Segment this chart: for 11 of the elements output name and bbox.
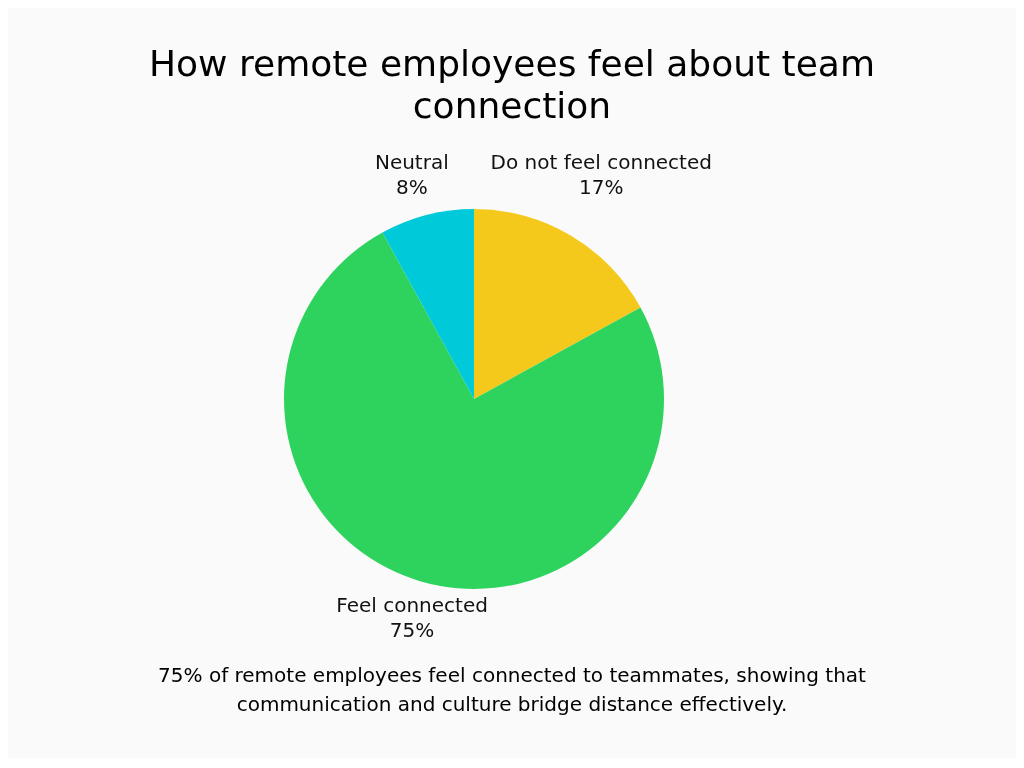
- slice-label: Do not feel connected: [490, 150, 712, 174]
- text: 75% of remote employees feel connected to teammates, showing that communication and culture bridge distance effectively.: [158, 663, 867, 716]
- pie-slice: [474, 209, 641, 399]
- data-label: 8%: [395, 175, 428, 199]
- pie-slice: [284, 232, 664, 589]
- pie-slice: [382, 209, 474, 399]
- data-label: 17%: [579, 175, 624, 199]
- chart-title: How remote employees feel about team connection: [149, 43, 875, 126]
- slice-label: Neutral: [374, 150, 449, 174]
- data-label: 75%: [389, 618, 435, 643]
- slice-label: Feel connected: [336, 593, 488, 618]
